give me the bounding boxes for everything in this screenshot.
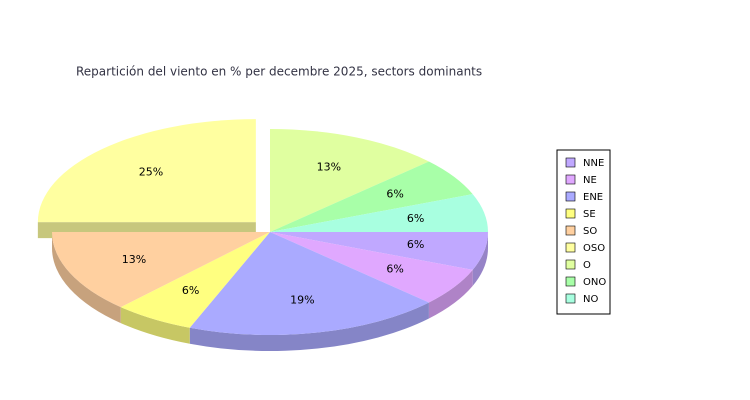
slice-side: [472, 232, 489, 286]
legend-label: O: [583, 260, 591, 271]
slice: [120, 232, 271, 328]
slice: [189, 232, 429, 336]
data-label: 6%: [407, 238, 424, 251]
legend-swatch: [565, 276, 576, 287]
data-label: 6%: [386, 187, 403, 200]
legend-label: SE: [583, 209, 596, 220]
slice: [270, 129, 429, 232]
legend-swatch: [565, 208, 576, 219]
data-label: 13%: [122, 253, 146, 266]
chart-title: Repartición del viento en % per decembre…: [76, 65, 482, 79]
legend-swatch: [565, 191, 576, 202]
legend-label: ENE: [583, 192, 603, 203]
legend-swatch: [565, 174, 576, 185]
legend-swatch: [565, 157, 576, 168]
legend-swatch: [565, 293, 576, 304]
data-label: 6%: [407, 212, 424, 225]
slice: [52, 232, 270, 308]
legend-label: NO: [583, 294, 598, 305]
data-label: 6%: [386, 263, 403, 276]
slice: [270, 161, 473, 232]
data-label: 19%: [290, 293, 314, 306]
legend-label: NNE: [583, 158, 604, 169]
legend-swatch: [565, 242, 576, 253]
data-label: 25%: [139, 166, 163, 179]
slice-side: [428, 269, 473, 319]
data-label: 13%: [317, 161, 341, 174]
slice: [270, 194, 488, 232]
legend-swatch: [565, 259, 576, 270]
slice: [270, 232, 473, 303]
slice-side: [52, 232, 121, 324]
legend-label: NE: [583, 175, 597, 186]
data-label: 6%: [182, 284, 199, 297]
legend-swatch: [565, 225, 576, 236]
legend-label: SO: [583, 226, 597, 237]
legend-label: OSO: [583, 243, 605, 254]
slice-side: [120, 307, 190, 344]
legend-label: ONO: [583, 277, 606, 288]
slice: [270, 232, 489, 270]
slice-side: [189, 302, 429, 352]
slice: [37, 119, 256, 223]
